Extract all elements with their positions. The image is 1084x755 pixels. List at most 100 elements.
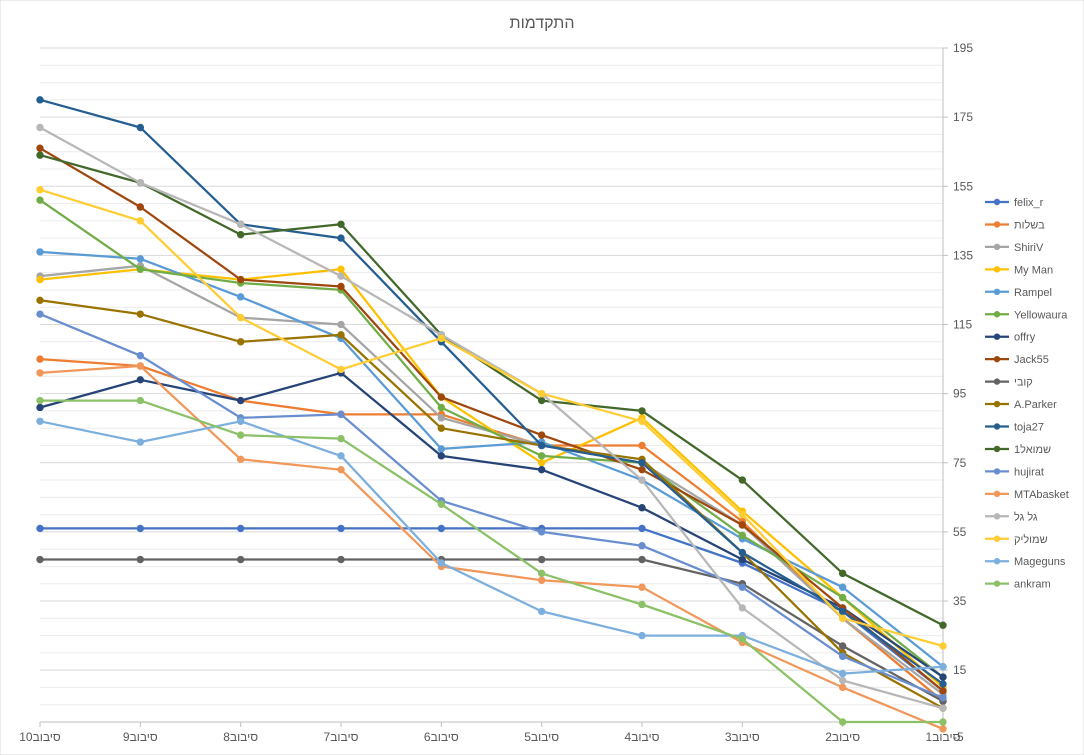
data-point	[638, 631, 646, 640]
data-point	[738, 510, 747, 519]
data-point	[939, 725, 947, 733]
data-point	[437, 452, 446, 460]
data-point	[337, 524, 345, 533]
data-point	[838, 593, 847, 602]
data-point	[537, 465, 546, 474]
data-point	[537, 555, 546, 564]
series-lines	[36, 96, 947, 733]
x-tick-label: סיבוב5	[524, 730, 559, 744]
legend-label: בשלות	[1014, 218, 1045, 231]
series-line	[39, 299, 944, 710]
legend-swatch-marker	[993, 580, 1001, 587]
legend-entry: שמואל1	[985, 443, 1051, 456]
data-point	[136, 179, 145, 187]
data-point	[939, 704, 947, 712]
data-point	[337, 555, 345, 564]
data-point	[638, 600, 646, 609]
x-tick-label: סיבוב6	[424, 730, 459, 744]
data-point	[537, 452, 546, 460]
data-point	[36, 186, 44, 194]
legend-label: Mageguns	[1014, 556, 1066, 568]
data-point	[537, 396, 546, 405]
data-point	[638, 476, 646, 484]
data-point	[136, 396, 145, 405]
legend-label: שמוליק	[1014, 533, 1048, 546]
data-point	[437, 403, 446, 412]
series-line	[39, 313, 944, 699]
legend-swatch-marker	[993, 490, 1001, 498]
data-point	[537, 389, 546, 398]
data-point	[537, 431, 546, 439]
data-point	[437, 334, 446, 343]
data-point	[838, 583, 847, 591]
legend-entry: בשלות	[985, 218, 1045, 231]
data-point	[36, 296, 44, 305]
data-point	[537, 441, 546, 450]
y-tick-label: 135	[953, 248, 973, 262]
legend-swatch-marker	[993, 243, 1001, 251]
data-point	[838, 652, 847, 661]
y-tick-label: 115	[953, 318, 972, 332]
x-tick-label: סיבוב1	[926, 730, 961, 744]
legend-entry: ShiriV	[985, 242, 1044, 254]
data-point	[36, 123, 44, 132]
data-point	[236, 524, 245, 533]
data-point	[337, 452, 345, 460]
data-point	[738, 521, 747, 529]
data-point	[136, 524, 145, 533]
data-point	[136, 362, 145, 370]
data-point	[136, 351, 145, 360]
data-point	[638, 504, 646, 512]
data-point	[36, 310, 44, 318]
series-group	[36, 186, 947, 650]
series-line	[39, 268, 944, 689]
y-tick-label: 95	[953, 387, 967, 401]
series-line	[40, 558, 944, 703]
legend-entry: Yellowaura	[985, 309, 1068, 321]
data-point	[838, 569, 847, 578]
legend-swatch-marker	[993, 198, 1001, 206]
legend-entry: felix_r	[985, 197, 1044, 209]
data-point	[537, 459, 546, 467]
x-tick-label: סיבוב4	[625, 730, 660, 744]
data-point	[337, 265, 345, 273]
data-point	[939, 673, 947, 681]
data-point	[738, 583, 747, 591]
data-point	[36, 275, 44, 284]
data-point	[738, 548, 747, 557]
data-point	[437, 424, 446, 432]
x-tick-label: סיבוב7	[324, 730, 359, 744]
legend-entry: MTAbasket	[985, 489, 1069, 501]
data-point	[437, 414, 446, 422]
data-point	[337, 410, 345, 419]
data-point	[136, 376, 145, 384]
legend-entry: ankram	[985, 579, 1051, 591]
data-point	[437, 393, 446, 401]
data-point	[638, 524, 646, 533]
legend-entry: Rampel	[985, 287, 1052, 299]
data-point	[838, 683, 847, 692]
legend-swatch-marker	[993, 558, 1001, 565]
x-tick-label: סיבוב10	[19, 730, 61, 744]
series-line	[39, 371, 944, 679]
series-line	[40, 527, 944, 692]
legend-entry: Mageguns	[985, 556, 1066, 568]
legend-label: Rampel	[1014, 287, 1052, 299]
data-point	[136, 203, 145, 211]
legend-swatch-marker	[993, 378, 1001, 385]
data-point	[337, 272, 345, 280]
y-tick-label: 155	[953, 179, 973, 193]
series-group	[36, 96, 947, 688]
legend-entry: hujirat	[985, 466, 1044, 478]
data-point	[236, 220, 245, 228]
data-point	[939, 718, 947, 726]
data-point	[236, 417, 245, 425]
series-line	[39, 420, 944, 675]
legend-swatch-marker	[993, 355, 1001, 363]
series-line	[39, 126, 944, 710]
legend-label: קובי	[1014, 377, 1033, 389]
legend-label: offry	[1014, 332, 1036, 344]
